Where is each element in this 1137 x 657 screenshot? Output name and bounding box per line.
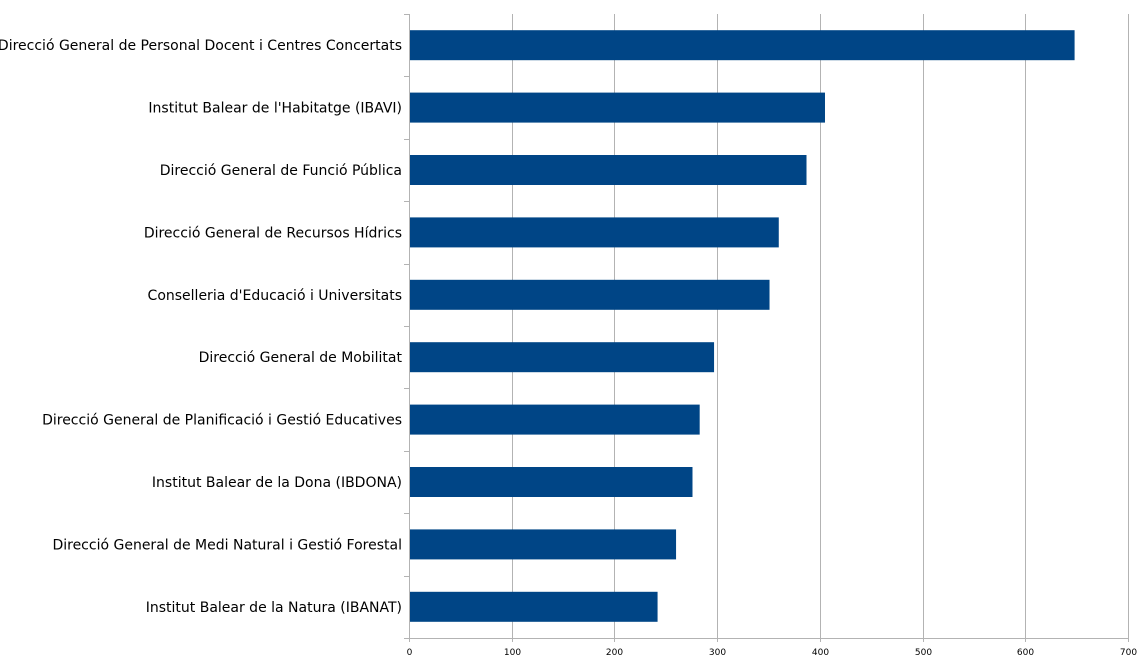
bar bbox=[410, 30, 1075, 61]
tick-labels: 0 100 200 300 400 500 600 700 bbox=[407, 648, 1137, 657]
category-label: Direcció General de Funció Pública bbox=[160, 163, 402, 179]
category-label: Direcció General de Mobilitat bbox=[199, 350, 403, 366]
x-tick-label: 600 bbox=[1017, 648, 1034, 657]
x-tick-label: 500 bbox=[915, 648, 932, 657]
x-tick-label: 0 bbox=[407, 648, 413, 657]
category-label: Direcció General de Medi Natural i Gesti… bbox=[52, 537, 402, 553]
category-labels: Direcció General de Personal Docent i Ce… bbox=[0, 38, 402, 616]
bar bbox=[410, 591, 658, 622]
x-tick-label: 300 bbox=[709, 648, 726, 657]
axes bbox=[404, 14, 1129, 642]
category-label: Institut Balear de la Dona (IBDONA) bbox=[152, 475, 402, 491]
bar bbox=[410, 92, 825, 123]
bar bbox=[410, 279, 770, 310]
category-label: Direcció General de Planificació i Gesti… bbox=[42, 413, 402, 429]
bar bbox=[410, 217, 779, 248]
bars bbox=[410, 30, 1075, 622]
bar bbox=[410, 404, 700, 435]
x-tick-label: 400 bbox=[812, 648, 829, 657]
category-label: Direcció General de Recursos Hídrics bbox=[144, 225, 402, 241]
x-tick-label: 700 bbox=[1120, 648, 1137, 657]
x-tick-label: 100 bbox=[504, 648, 521, 657]
bar bbox=[410, 467, 693, 497]
bar bbox=[410, 529, 677, 560]
category-label: Institut Balear de la Natura (IBANAT) bbox=[146, 600, 402, 616]
bar bbox=[410, 342, 715, 373]
category-label: Conselleria d'Educació i Universitats bbox=[148, 288, 402, 304]
category-label: Direcció General de Personal Docent i Ce… bbox=[0, 38, 402, 54]
bar bbox=[410, 155, 807, 185]
category-label: Institut Balear de l'Habitatge (IBAVI) bbox=[148, 101, 402, 117]
x-tick-label: 200 bbox=[606, 648, 623, 657]
